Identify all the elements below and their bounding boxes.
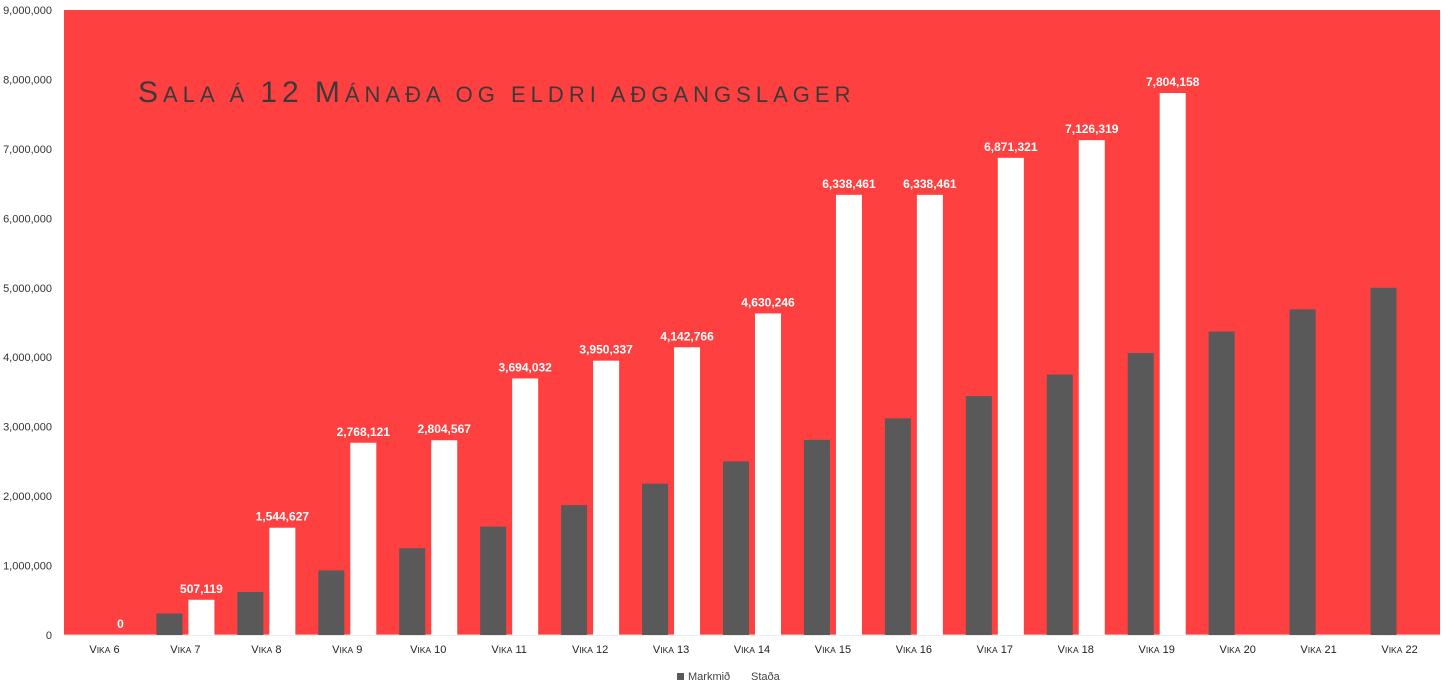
bar-markmid	[1208, 331, 1235, 635]
x-tick-label: VIKA 8	[251, 644, 281, 656]
y-tick-label: 0	[46, 630, 52, 642]
bar-markmid	[318, 570, 345, 635]
bar-stada	[188, 599, 215, 635]
x-tick-label: VIKA 14	[734, 644, 770, 656]
bar-stada	[593, 360, 620, 635]
chart-title: SALA Á 12 MÁNAÐA OG ELDRI AÐGANGSLAGER	[138, 76, 855, 109]
data-label: 507,119	[180, 582, 223, 596]
legend-swatch-markmid	[677, 673, 684, 680]
bar-markmid	[237, 591, 264, 635]
bar-stada	[269, 527, 296, 635]
x-tick-label: VIKA 6	[89, 644, 119, 656]
bar-markmid	[642, 483, 669, 635]
y-tick-label: 7,000,000	[3, 144, 52, 156]
x-tick-label: VIKA 21	[1300, 644, 1336, 656]
bar-stada	[916, 194, 943, 635]
bar-stada	[674, 347, 701, 635]
x-tick-label: VIKA 10	[410, 644, 446, 656]
x-tick-label: VIKA 17	[977, 644, 1013, 656]
data-label: 7,804,158	[1146, 75, 1200, 89]
y-tick-label: 6,000,000	[3, 213, 52, 225]
data-label: 1,544,627	[256, 510, 310, 524]
data-label: 0	[117, 617, 124, 631]
bar-stada	[1159, 93, 1186, 636]
bar-markmid	[1370, 287, 1397, 635]
data-label: 6,338,461	[822, 177, 876, 191]
data-label: 6,338,461	[903, 177, 957, 191]
y-tick-label: 4,000,000	[3, 352, 52, 364]
x-tick-label: VIKA 12	[572, 644, 608, 656]
bar-markmid	[965, 396, 992, 635]
bar-stada	[1078, 140, 1105, 635]
bar-markmid	[156, 613, 183, 635]
data-label: 3,950,337	[579, 343, 633, 357]
x-tick-label: VIKA 7	[170, 644, 200, 656]
x-tick-label: VIKA 9	[332, 644, 362, 656]
bar-markmid	[803, 439, 830, 635]
x-tick-label: VIKA 16	[896, 644, 932, 656]
y-tick-label: 9,000,000	[3, 5, 52, 17]
x-tick-label: VIKA 20	[1219, 644, 1255, 656]
data-label: 3,694,032	[498, 360, 552, 374]
data-label: 2,768,121	[337, 425, 391, 439]
bar-markmid	[1289, 309, 1316, 635]
data-label: 4,630,246	[741, 295, 795, 309]
bar-markmid	[480, 526, 507, 635]
bar-stada	[755, 313, 781, 635]
bar-markmid	[1127, 353, 1154, 635]
data-label: 6,871,321	[984, 140, 1038, 154]
legend: Markmið Staða	[677, 671, 781, 683]
data-label: 7,126,319	[1065, 122, 1119, 136]
bar-stada	[997, 157, 1024, 635]
legend-label-markmid: Markmið	[688, 671, 730, 683]
bar-markmid	[1046, 374, 1073, 635]
bar-stada	[835, 194, 862, 635]
bar-markmid	[399, 548, 426, 635]
x-tick-label: VIKA 22	[1381, 644, 1417, 656]
bar-markmid	[884, 418, 911, 635]
data-label: 2,804,567	[418, 422, 472, 436]
x-tick-label: VIKA 13	[653, 644, 689, 656]
y-tick-label: 1,000,000	[3, 561, 52, 573]
legend-swatch-stada	[741, 673, 748, 680]
y-tick-label: 2,000,000	[3, 491, 52, 503]
x-tick-label: VIKA 18	[1058, 644, 1094, 656]
x-tick-label: VIKA 19	[1139, 644, 1175, 656]
x-tick-label: VIKA 11	[491, 644, 527, 656]
legend-label-stada: Staða	[751, 671, 781, 683]
bar-stada	[512, 378, 539, 635]
y-tick-label: 8,000,000	[3, 74, 52, 86]
bar-markmid	[723, 461, 749, 635]
data-label: 4,142,766	[660, 329, 714, 343]
bar-markmid	[561, 505, 588, 635]
y-tick-label: 5,000,000	[3, 283, 52, 295]
y-tick-label: 3,000,000	[3, 422, 52, 434]
bar-stada	[431, 440, 458, 635]
x-tick-label: VIKA 15	[815, 644, 851, 656]
bar-stada	[350, 442, 377, 635]
